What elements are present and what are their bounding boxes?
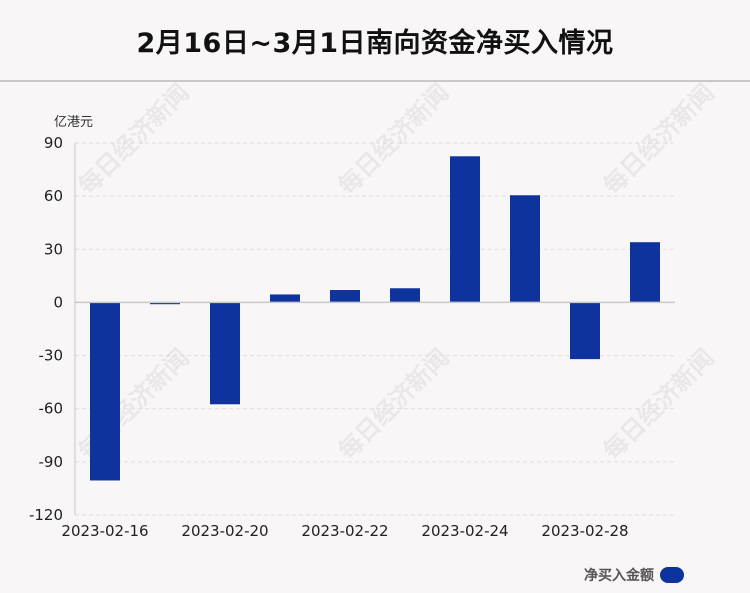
bar-2023-02-24 xyxy=(450,156,480,303)
y-tick-label: 30 xyxy=(44,240,63,258)
y-tick-label: -90 xyxy=(39,453,64,471)
bar-2023-02-27 xyxy=(510,195,540,303)
legend-label: 净买入金额 xyxy=(584,568,654,584)
bar-2023-02-23 xyxy=(390,288,420,303)
y-tick-label: 60 xyxy=(44,187,63,205)
y-tick-label: 0 xyxy=(53,293,63,311)
x-tick-label: 2023-02-28 xyxy=(541,522,628,540)
x-tick-label: 2023-02-20 xyxy=(181,522,268,540)
y-tick-label: -30 xyxy=(39,347,64,365)
chart-title: 2月16日~3月1日南向资金净买入情况 xyxy=(136,27,614,59)
bar-2023-02-22 xyxy=(330,290,360,303)
bar-2023-02-20 xyxy=(210,302,240,405)
x-tick-label: 2023-02-22 xyxy=(301,522,388,540)
x-tick-label: 2023-02-24 xyxy=(421,522,508,540)
bar-2023-02-16 xyxy=(90,302,120,481)
bar-2023-02-17 xyxy=(150,302,180,305)
bar-2023-02-21 xyxy=(270,294,300,303)
legend: 净买入金额 xyxy=(584,565,684,585)
y-axis-unit-label: 亿港元 xyxy=(54,115,93,130)
bar-2023-03-01 xyxy=(630,242,660,303)
y-tick-label: 90 xyxy=(44,134,63,152)
y-tick-label: -120 xyxy=(29,506,63,524)
bar-2023-02-28 xyxy=(570,302,600,360)
y-tick-label: -60 xyxy=(39,400,64,418)
title-divider xyxy=(0,80,750,82)
legend-swatch xyxy=(660,567,684,583)
x-tick-label: 2023-02-16 xyxy=(61,522,148,540)
